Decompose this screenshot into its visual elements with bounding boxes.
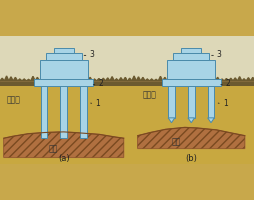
Bar bbox=[168, 86, 174, 118]
Text: 3: 3 bbox=[216, 50, 221, 59]
Polygon shape bbox=[31, 76, 35, 81]
Polygon shape bbox=[131, 76, 136, 81]
Bar bbox=[207, 86, 214, 118]
Bar bbox=[166, 60, 215, 79]
Polygon shape bbox=[96, 78, 101, 81]
Text: 2: 2 bbox=[225, 79, 230, 88]
Text: (a): (a) bbox=[58, 154, 69, 163]
Polygon shape bbox=[114, 79, 118, 81]
Polygon shape bbox=[105, 78, 109, 81]
Polygon shape bbox=[35, 77, 39, 81]
Polygon shape bbox=[197, 78, 201, 81]
Polygon shape bbox=[66, 79, 70, 81]
Polygon shape bbox=[162, 77, 166, 81]
Polygon shape bbox=[207, 118, 214, 123]
Bar bbox=[180, 48, 201, 53]
Polygon shape bbox=[48, 76, 53, 81]
Bar bbox=[127, 36, 254, 81]
Polygon shape bbox=[83, 78, 88, 81]
Polygon shape bbox=[140, 77, 145, 81]
Polygon shape bbox=[74, 78, 79, 81]
Polygon shape bbox=[145, 79, 149, 81]
Polygon shape bbox=[228, 78, 232, 81]
Polygon shape bbox=[245, 78, 250, 81]
Bar bbox=[0, 80, 127, 86]
Text: 软土层: 软土层 bbox=[6, 96, 20, 105]
Polygon shape bbox=[166, 77, 171, 81]
Text: 2: 2 bbox=[98, 79, 103, 88]
Bar bbox=[39, 60, 88, 79]
Bar bbox=[0, 81, 127, 164]
Text: 软土层: 软土层 bbox=[142, 90, 156, 99]
Polygon shape bbox=[61, 79, 66, 81]
Bar bbox=[80, 86, 87, 138]
Bar bbox=[161, 79, 220, 86]
Polygon shape bbox=[241, 79, 245, 81]
Polygon shape bbox=[250, 77, 254, 81]
Polygon shape bbox=[4, 76, 9, 81]
Polygon shape bbox=[0, 78, 4, 81]
Polygon shape bbox=[109, 77, 114, 81]
Polygon shape bbox=[193, 79, 197, 81]
Bar bbox=[127, 80, 254, 86]
Polygon shape bbox=[127, 78, 131, 81]
Polygon shape bbox=[137, 127, 244, 148]
Polygon shape bbox=[9, 77, 13, 81]
Polygon shape bbox=[18, 79, 22, 81]
Polygon shape bbox=[118, 78, 123, 81]
Polygon shape bbox=[4, 132, 123, 157]
Bar bbox=[0, 36, 127, 81]
Polygon shape bbox=[153, 79, 158, 81]
Bar bbox=[60, 86, 67, 138]
Polygon shape bbox=[13, 77, 18, 81]
Text: 3: 3 bbox=[89, 50, 94, 59]
Polygon shape bbox=[26, 79, 31, 81]
Bar bbox=[187, 86, 194, 118]
Polygon shape bbox=[168, 118, 174, 123]
Polygon shape bbox=[206, 78, 210, 81]
Polygon shape bbox=[215, 77, 219, 81]
Polygon shape bbox=[136, 77, 140, 81]
Polygon shape bbox=[79, 78, 83, 81]
Polygon shape bbox=[171, 80, 175, 81]
Text: (b): (b) bbox=[185, 154, 196, 163]
Polygon shape bbox=[149, 79, 153, 81]
Text: 1: 1 bbox=[222, 99, 227, 108]
Bar bbox=[46, 53, 81, 60]
Text: 1: 1 bbox=[95, 99, 100, 108]
Polygon shape bbox=[236, 77, 241, 81]
Polygon shape bbox=[44, 80, 48, 81]
Polygon shape bbox=[175, 76, 180, 81]
Text: 硬层: 硬层 bbox=[171, 138, 181, 147]
Bar bbox=[53, 48, 74, 53]
Polygon shape bbox=[39, 77, 44, 81]
Polygon shape bbox=[92, 79, 96, 81]
Polygon shape bbox=[53, 76, 57, 81]
Polygon shape bbox=[223, 78, 228, 81]
Bar bbox=[127, 81, 254, 164]
Polygon shape bbox=[188, 79, 193, 81]
Polygon shape bbox=[70, 78, 74, 81]
Polygon shape bbox=[201, 78, 206, 81]
Bar bbox=[173, 53, 208, 60]
Polygon shape bbox=[232, 78, 236, 81]
Polygon shape bbox=[22, 79, 26, 81]
Polygon shape bbox=[187, 118, 194, 123]
Polygon shape bbox=[180, 76, 184, 81]
Polygon shape bbox=[123, 77, 127, 81]
Polygon shape bbox=[88, 77, 92, 81]
Bar bbox=[41, 86, 47, 138]
Text: 硬层: 硬层 bbox=[48, 144, 57, 153]
Polygon shape bbox=[158, 76, 162, 81]
Polygon shape bbox=[219, 79, 223, 81]
Polygon shape bbox=[57, 79, 61, 81]
Polygon shape bbox=[210, 78, 215, 81]
Polygon shape bbox=[101, 78, 105, 81]
Bar bbox=[34, 79, 93, 86]
Polygon shape bbox=[184, 79, 188, 81]
